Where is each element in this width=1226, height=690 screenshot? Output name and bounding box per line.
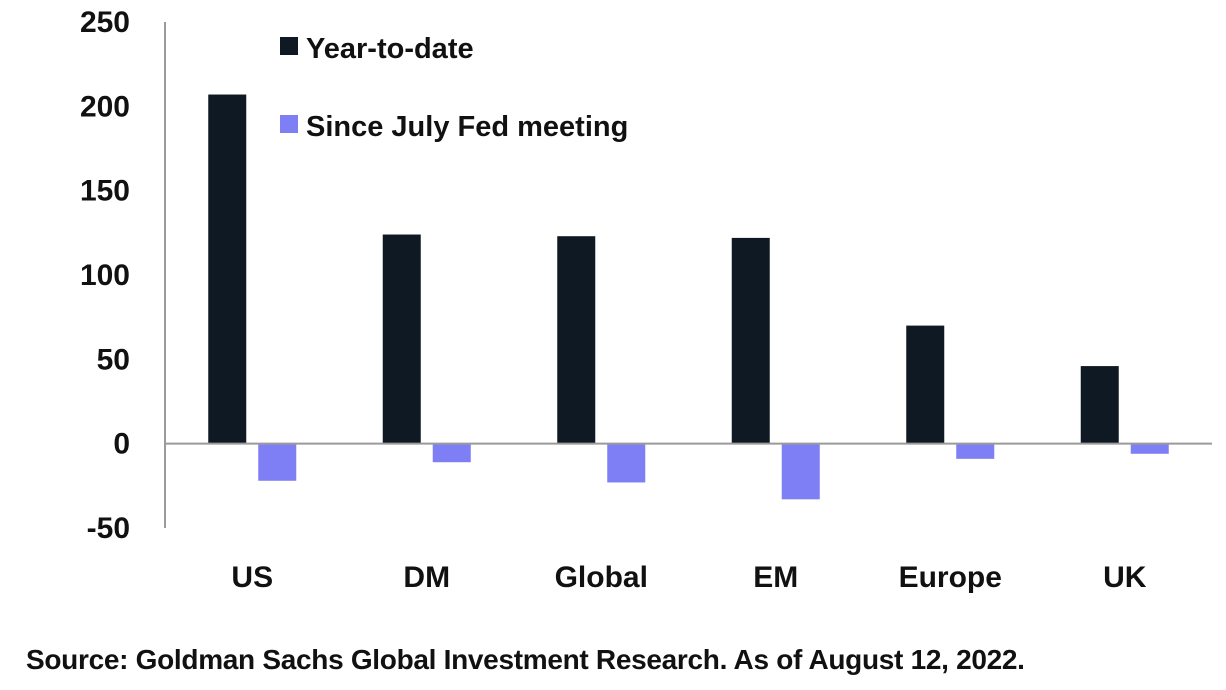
y-tick-label: 150 [80,175,130,208]
legend-swatch [280,115,298,133]
bar-ytd-dm [382,234,421,444]
bar-ytd-em [731,237,770,444]
x-axis: US DM Global EM Europe UK [165,442,1212,594]
bar-since-july-global [607,443,646,483]
x-category-label: UK [1103,561,1147,594]
legend-swatch [280,37,298,55]
bar-since-july-us [258,443,297,481]
y-tick-label: 100 [80,259,130,292]
y-tick-label: 200 [80,90,130,123]
x-category-label: Europe [899,561,1002,594]
legend: Year-to-date Since July Fed meeting [280,33,628,143]
x-category-label: US [231,561,273,594]
bar-ytd-uk [1080,366,1119,444]
bar-since-july-em [781,443,820,500]
x-category-label: EM [753,561,798,594]
y-tick-label: 50 [97,343,130,376]
bar-since-july-dm [432,443,471,463]
y-tick-label: 250 [80,6,130,39]
y-axis: 250 200 150 100 50 0 -50 [80,6,166,545]
bar-since-july-europe [956,443,995,459]
bar-ytd-europe [906,325,945,444]
bars [208,94,1169,500]
legend-label: Since July Fed meeting [306,111,628,143]
x-category-label: DM [403,561,450,594]
source-note: Source: Goldman Sachs Global Investment … [26,644,1025,675]
bar-ytd-global [557,236,596,444]
bar-ytd-us [208,94,247,444]
bar-since-july-uk [1130,443,1169,454]
y-tick-label: -50 [87,512,130,545]
legend-label: Year-to-date [306,33,474,65]
x-category-label: Global [555,561,648,594]
y-tick-label: 0 [113,428,130,461]
